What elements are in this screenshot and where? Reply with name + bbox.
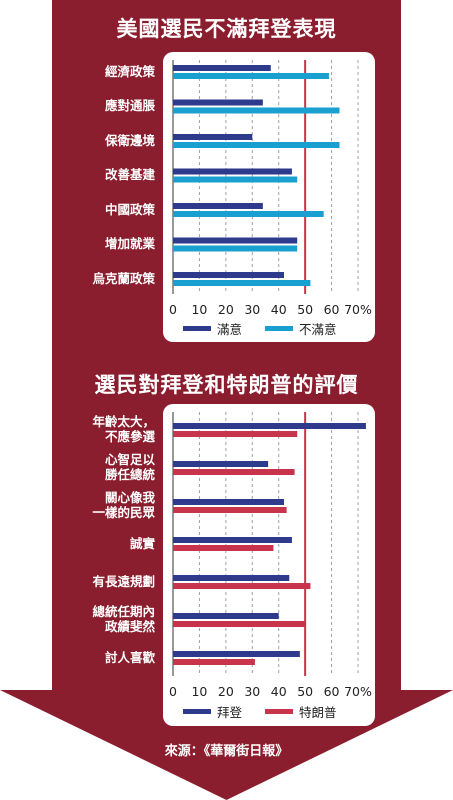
x-tick-label: 60: [324, 302, 340, 317]
chart1-title: 美國選民不滿拜登表現: [116, 17, 337, 41]
x-tick-label: 20: [218, 684, 234, 699]
x-tick-label: 50: [297, 302, 313, 317]
category-label: 經濟政策: [104, 63, 155, 79]
chart2-panel: [163, 404, 375, 726]
bar-series2: [173, 211, 324, 217]
bar-series2: [173, 280, 311, 286]
legend-swatch: [183, 326, 211, 331]
category-label: 討人喜歡: [104, 649, 155, 665]
bar-series2: [173, 142, 340, 148]
x-tick-label: 40: [271, 684, 287, 699]
bar-series1: [173, 613, 279, 619]
bar-series1: [173, 423, 366, 429]
bar-series1: [173, 651, 300, 657]
x-tick-label: 30: [244, 684, 260, 699]
bar-series2: [173, 621, 306, 627]
source-note: 來源：《華爾街日報》: [164, 744, 289, 759]
legend-label: 不滿意: [299, 322, 337, 337]
category-label: 中國政策: [104, 201, 155, 217]
x-tick-label: 10: [191, 684, 207, 699]
bar-series2: [173, 245, 298, 252]
bar-series2: [173, 507, 287, 513]
x-tick-label: 60: [324, 684, 340, 699]
x-tick-label: 20: [218, 302, 234, 317]
bar-series1: [173, 461, 269, 467]
bar-series1: [173, 99, 263, 106]
chart2-plot: 0 10 20 30 40 50 60 70% 拜登 特朗普: [169, 412, 372, 720]
category-label: 保衛邊境: [104, 132, 155, 148]
bar-series1: [173, 537, 292, 543]
bar-series1: [173, 65, 271, 71]
bar-series1: [173, 575, 290, 581]
category-label: 應對通脹: [104, 98, 155, 113]
category-label: 總統任期內 政績斐然: [92, 604, 155, 634]
legend-swatch: [265, 709, 293, 714]
legend-label: 特朗普: [299, 705, 337, 720]
bar-series2: [173, 545, 274, 551]
legend-label: 滿意: [217, 322, 242, 337]
bar-series2: [173, 583, 311, 589]
bar-series1: [173, 499, 284, 505]
x-tick-label: 50: [297, 684, 313, 699]
category-label: 誠實: [129, 535, 155, 551]
category-label: 有長遠規劃: [92, 573, 155, 589]
category-label: 增加就業: [104, 236, 155, 251]
category-label: 心智足以 勝任總統: [104, 452, 155, 482]
category-label: 改善基建: [104, 167, 155, 182]
x-tick-label: 0: [169, 302, 177, 317]
legend-label: 拜登: [217, 705, 243, 720]
category-label: 烏克蘭政策: [92, 270, 155, 286]
legend-swatch: [183, 709, 211, 714]
bar-series2: [173, 659, 255, 665]
category-label: 年齡太大， 不應參選: [92, 414, 155, 444]
x-tick-label: 70%: [344, 302, 372, 317]
chart2-title: 選民對拜登和特朗普的評價: [94, 373, 359, 397]
bar-series2: [173, 107, 340, 114]
x-tick-label: 40: [271, 302, 287, 317]
x-tick-label: 10: [191, 302, 207, 317]
bar-series1: [173, 237, 298, 244]
bar-series2: [173, 431, 298, 437]
category-label: 關心像我 一樣的民眾: [92, 490, 155, 520]
bar-series2: [173, 469, 295, 475]
chart1-plot: 0 10 20 30 40 50 60 70% 滿意 不滿意: [169, 60, 372, 337]
bar-series1: [173, 203, 263, 209]
legend-swatch: [265, 326, 293, 331]
x-tick-label: 30: [244, 302, 260, 317]
bar-series1: [173, 168, 292, 175]
bar-series1: [173, 134, 253, 140]
bar-series1: [173, 272, 284, 278]
x-tick-label: 70%: [344, 684, 372, 699]
bar-series2: [173, 176, 298, 183]
bar-series2: [173, 73, 329, 79]
x-tick-label: 0: [169, 684, 177, 699]
